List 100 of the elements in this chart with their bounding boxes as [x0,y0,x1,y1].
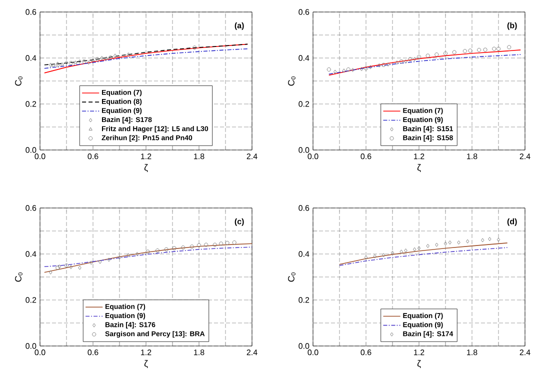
point [457,240,460,245]
point [466,239,470,244]
x-tick-label: 0.0 [308,154,318,160]
annotation: (a) [234,22,244,30]
point [395,60,399,65]
point [386,62,390,66]
y-tick-label: 0.0 [26,147,36,153]
point [360,66,364,72]
point [146,250,150,254]
point [192,46,197,50]
point [364,255,368,260]
point [181,246,186,250]
point [60,62,64,66]
point [404,248,408,253]
x-tick-label: 1.8 [194,154,204,160]
x-tick-label: 1.2 [414,154,424,160]
point [496,46,501,51]
point [95,57,100,62]
x-tick-label: 0.0 [308,350,318,356]
point [51,63,56,67]
y-tick-label: 0.6 [298,205,310,211]
y-tick-label: 0.4 [298,55,310,61]
line-series [44,243,252,273]
point [78,59,82,64]
point [68,61,73,66]
point [69,265,73,270]
point [204,242,208,247]
point [82,59,86,64]
y-tick-label: 0.2 [26,297,36,303]
point [56,266,60,270]
point [480,238,484,242]
point [126,253,130,258]
x-tick-label: 0.6 [360,154,372,160]
y-tick-label: 0.4 [26,251,36,257]
point [462,49,467,54]
x-axis-title: ζ [144,360,148,368]
point [412,247,416,252]
y-tick-label: 0.0 [298,343,310,349]
point [232,240,236,245]
point [452,50,456,54]
point [91,58,95,62]
point [382,62,386,67]
y-tick-label: 0.0 [26,343,36,349]
point [190,244,194,249]
point [435,242,438,247]
point [49,270,52,274]
line-series [44,44,248,66]
point [443,51,448,56]
point [74,60,78,64]
point [417,246,421,250]
point [378,63,381,68]
point [373,254,376,258]
point [351,68,354,72]
point [136,252,139,256]
point [468,48,472,53]
annotation: (d) [507,218,517,226]
point [100,56,104,60]
point [404,59,408,64]
point [155,248,160,253]
y-tick-label: 0.6 [26,205,36,211]
y-tick-label: 0.4 [298,251,310,257]
y-tick-label: 0.6 [298,9,310,15]
point [225,240,230,245]
line-series [44,48,248,69]
y-tick-label: 0.0 [298,147,310,153]
point [488,236,492,242]
point [104,56,108,60]
point [113,54,117,58]
x-tick-label: 1.8 [467,350,478,356]
point [364,66,368,70]
y-axis-title: C$_{0}$ [15,272,22,282]
point [399,59,404,64]
point [86,60,90,65]
point [408,57,412,62]
x-tick-label: 2.4 [246,154,258,160]
y-tick-label: 0.2 [26,101,36,107]
x-tick-label: 0.6 [88,154,98,160]
y-tick-label: 0.6 [26,9,36,15]
annotation: (c) [234,218,244,226]
y-tick-label: 0.2 [298,297,310,303]
y-tick-label: 0.2 [298,101,310,107]
point [49,62,52,67]
point [98,260,102,264]
point [342,68,346,73]
line-series [328,54,521,74]
point [333,70,337,74]
x-tick-label: 0.0 [34,154,46,160]
point [58,264,62,269]
line-series [339,242,508,265]
x-tick-label: 1.8 [194,350,204,356]
point [212,242,217,247]
x-tick-label: 1.2 [414,350,424,356]
point [90,260,93,265]
point [107,258,111,262]
point [64,60,68,65]
point [416,54,422,59]
annotation: (b) [507,22,517,30]
y-axis-title: C$_{0}$ [288,272,296,282]
point [426,244,430,248]
point [346,67,350,72]
